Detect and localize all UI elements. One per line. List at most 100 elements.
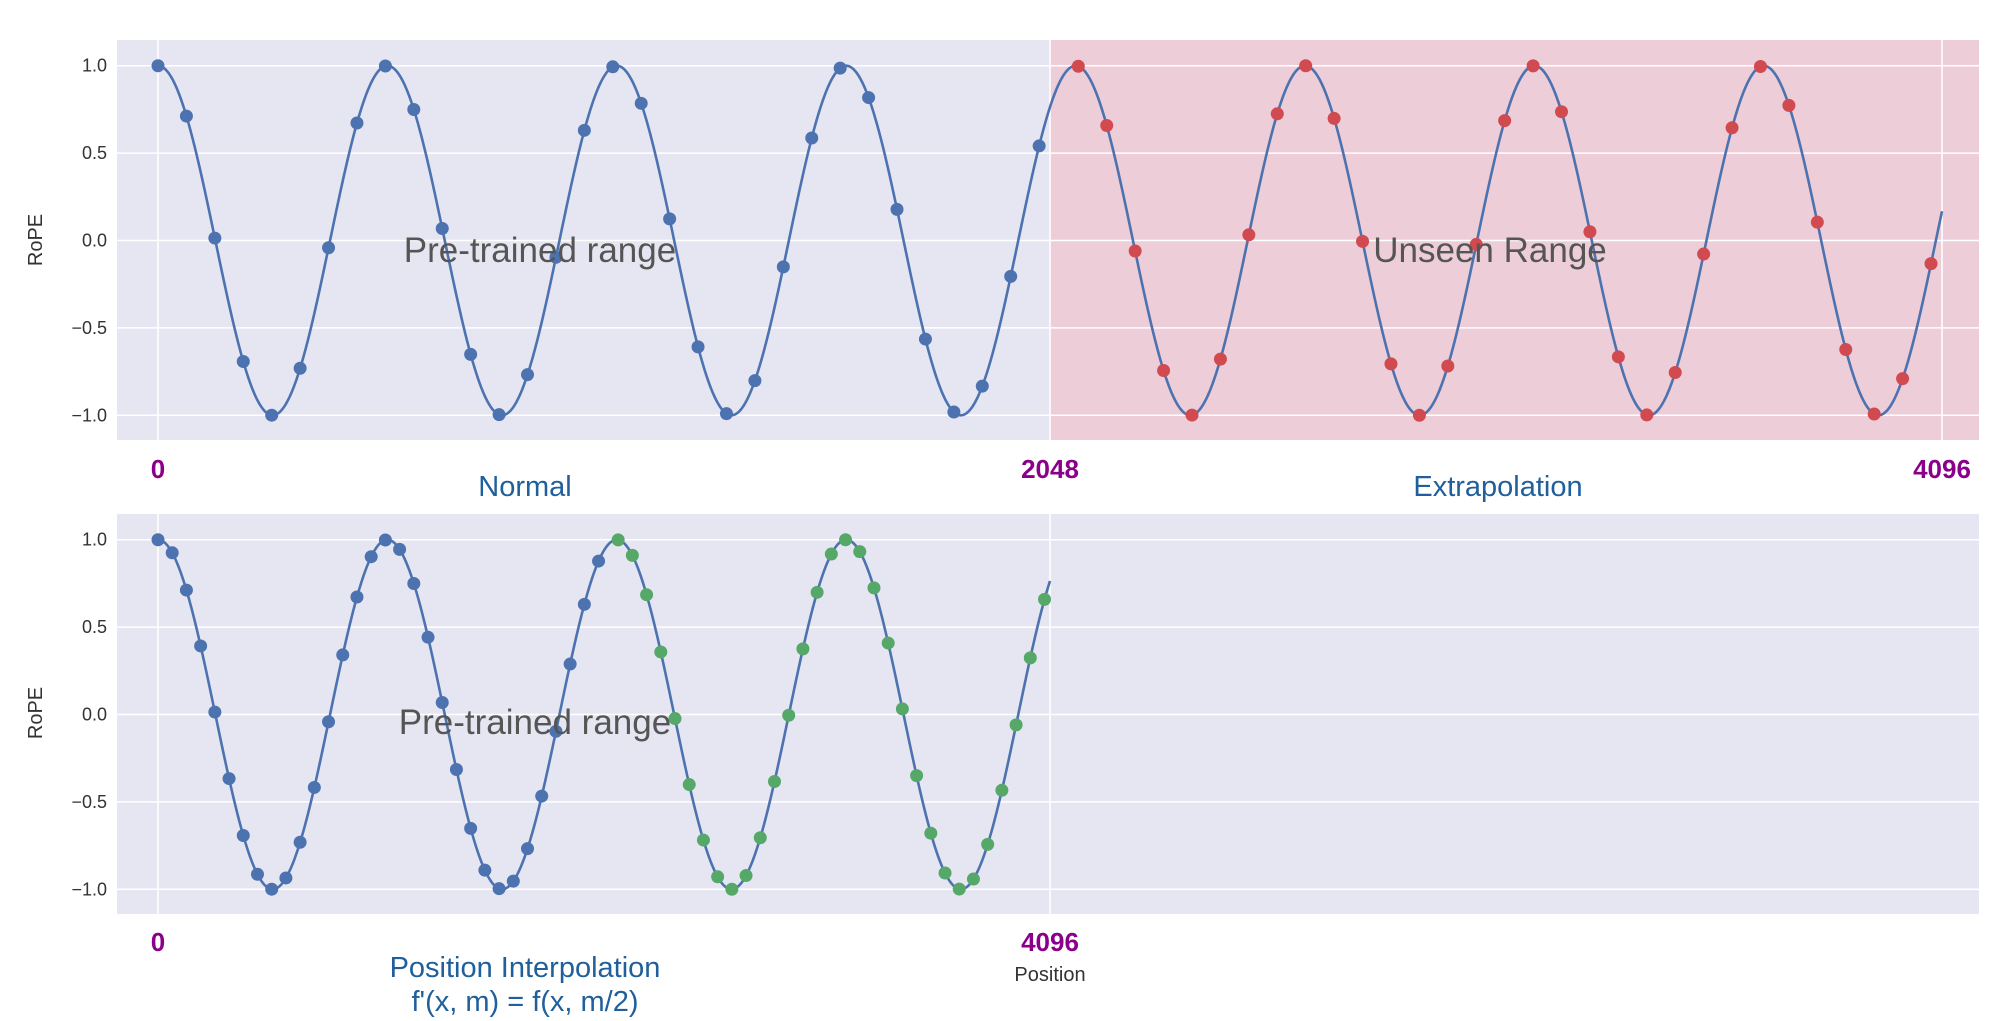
top-position-label-2048: 2048 <box>1021 454 1079 484</box>
interpolation-sample-point <box>696 833 710 847</box>
bottom-x-axis-label: Position <box>1014 964 1085 986</box>
interpolation-sample-point <box>640 588 654 602</box>
normal-sample-point <box>1004 269 1018 283</box>
interpolation-sample-point <box>767 775 781 789</box>
extrapolation-sample-point <box>1697 247 1711 261</box>
extrapolation-sample-point <box>1242 228 1256 242</box>
interpolation-sample-point <box>725 882 739 896</box>
interpolation-sample-point <box>867 581 881 595</box>
normal-sample-point <box>435 695 449 709</box>
normal-sample-point <box>393 542 407 556</box>
normal-sample-point <box>151 59 165 73</box>
top-y-tick-labels: 1.0 0.5 0.0 −0.5 −1.0 <box>71 56 107 426</box>
normal-sample-point <box>521 368 535 382</box>
normal-sample-point <box>975 379 989 393</box>
interpolation-sample-point <box>1009 718 1023 732</box>
normal-sample-point <box>364 550 378 564</box>
normal-sample-point <box>521 842 535 856</box>
normal-sample-point <box>250 867 264 881</box>
normal-sample-point <box>407 577 421 591</box>
y-tick-label: −1.0 <box>71 405 107 425</box>
extrapolation-sample-point <box>1469 237 1483 251</box>
extrapolation-sample-point <box>1412 408 1426 422</box>
extrapolation-sample-point <box>1753 59 1767 73</box>
extrapolation-sample-point <box>1896 372 1910 386</box>
normal-sample-point <box>293 835 307 849</box>
interpolation-sample-point <box>910 769 924 783</box>
position-interpolation-caption: Position Interpolation <box>390 952 661 984</box>
interpolation-sample-point <box>853 545 867 559</box>
normal-sample-point <box>464 821 478 835</box>
extrapolation-sample-point <box>1128 244 1142 258</box>
extrapolation-sample-point <box>1270 107 1284 121</box>
normal-sample-point <box>179 583 193 597</box>
top-chart-panel: 1.0 0.5 0.0 −0.5 −1.0 RoPE Pre-trained range… <box>25 40 1979 440</box>
extrapolation-sample-point <box>1100 118 1114 132</box>
normal-sample-point <box>776 260 790 274</box>
extrapolation-sample-point <box>1441 359 1455 373</box>
y-tick-label: 0.0 <box>82 705 107 725</box>
bottom-position-label-0: 0 <box>151 927 165 957</box>
normal-sample-point <box>862 91 876 105</box>
extrapolation-sample-point <box>1299 59 1313 73</box>
normal-sample-point <box>293 361 307 375</box>
normal-sample-point <box>222 772 236 786</box>
normal-sample-point <box>279 871 293 885</box>
y-tick-label: 0.5 <box>82 617 107 637</box>
extrapolation-sample-point <box>1498 114 1512 128</box>
interpolation-formula-caption: f'(x, m) = f(x, m/2) <box>411 986 638 1018</box>
normal-sample-point <box>563 657 577 671</box>
normal-sample-point <box>1032 139 1046 153</box>
extrapolation-sample-point <box>1782 98 1796 112</box>
normal-sample-point <box>165 546 179 560</box>
extrapolation-sample-point <box>1839 342 1853 356</box>
extrapolation-sample-point <box>1356 234 1370 248</box>
normal-sample-point <box>492 408 506 422</box>
normal-sample-point <box>236 355 250 368</box>
top-y-axis-label: RoPE <box>25 214 47 266</box>
top-position-label-0: 0 <box>151 454 165 484</box>
extrapolation-sample-point <box>1157 363 1171 377</box>
extrapolation-sample-point <box>1725 121 1739 135</box>
normal-sample-point <box>577 597 591 611</box>
normal-sample-point <box>194 639 208 653</box>
normal-sample-point <box>805 131 819 145</box>
normal-sample-point <box>506 874 520 888</box>
extrapolation-sample-point <box>1668 366 1682 379</box>
y-tick-label: 0.0 <box>82 231 107 251</box>
interpolation-sample-point <box>796 642 810 656</box>
normal-sample-point <box>322 715 336 729</box>
normal-sample-point <box>478 863 492 877</box>
normal-sample-point <box>549 724 563 738</box>
normal-sample-point <box>719 407 733 421</box>
bottom-y-axis-label: RoPE <box>25 687 47 739</box>
bottom-pretrained-range-label: Pre-trained range <box>399 703 671 742</box>
normal-sample-point <box>265 882 279 896</box>
extrapolation-sample-point <box>1071 59 1085 73</box>
unseen-range-label: Unseen Range <box>1373 231 1607 270</box>
extrapolation-sample-point <box>1555 105 1569 119</box>
normal-sample-point <box>378 59 392 73</box>
extrapolation-sample-point <box>1583 225 1597 239</box>
interpolation-sample-point <box>966 872 980 886</box>
extrapolation-sample-point <box>1526 59 1540 73</box>
normal-sample-point <box>592 554 606 568</box>
normal-sample-point <box>449 763 463 777</box>
interpolation-sample-point <box>782 708 796 722</box>
interpolation-sample-point <box>625 548 639 562</box>
normal-sample-point <box>208 231 222 245</box>
normal-sample-point <box>151 533 165 547</box>
extrapolation-sample-point <box>1810 215 1824 229</box>
normal-sample-point <box>236 829 250 842</box>
interpolation-sample-point <box>881 636 895 650</box>
y-tick-label: 1.0 <box>82 56 107 76</box>
normal-sample-point <box>435 221 449 235</box>
extrapolation-sample-point <box>1640 408 1654 422</box>
normal-sample-point <box>421 630 435 644</box>
y-tick-label: 0.5 <box>82 143 107 163</box>
interpolation-sample-point <box>611 533 625 547</box>
normal-sample-point <box>549 250 563 264</box>
extrapolation-caption: Extrapolation <box>1413 471 1582 503</box>
y-tick-label: 1.0 <box>82 530 107 550</box>
normal-sample-point <box>336 648 350 662</box>
